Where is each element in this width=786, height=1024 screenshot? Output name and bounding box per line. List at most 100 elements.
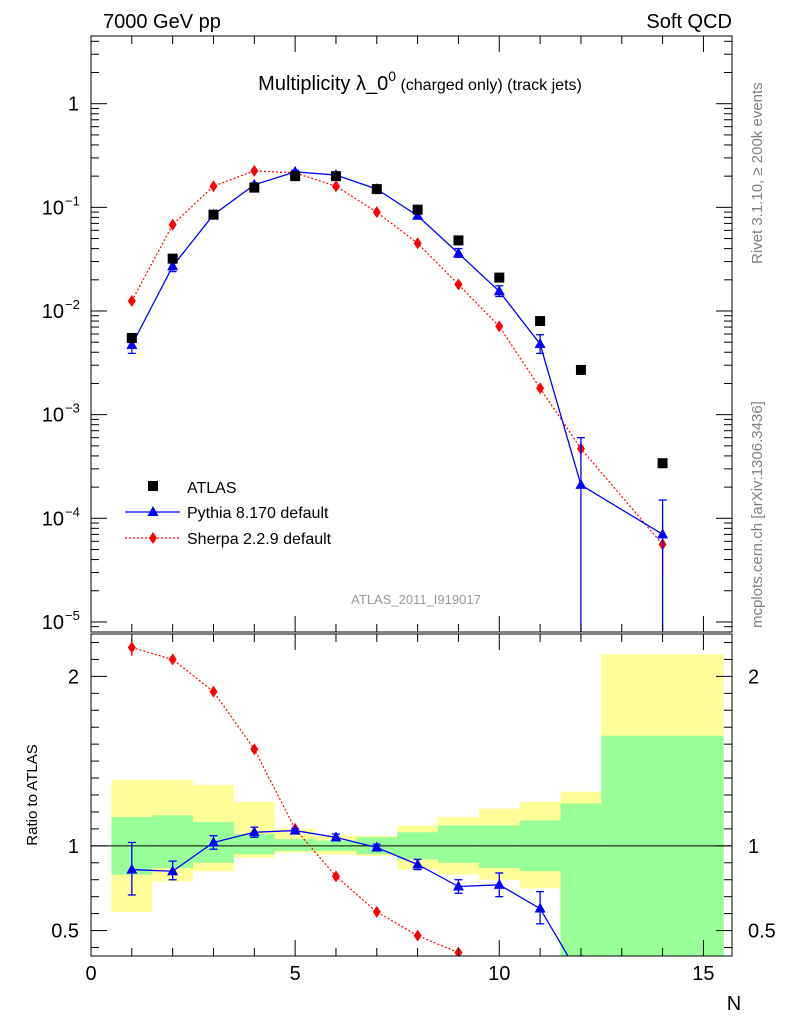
main-y-tick-label: 10 <box>42 301 64 323</box>
pythia-point <box>657 528 669 539</box>
ratio-y-tick-label-right: 1 <box>748 836 759 858</box>
ratio-sherpa-point <box>250 743 259 756</box>
ratio-inner-band <box>152 815 194 868</box>
sherpa-point <box>168 218 177 231</box>
ratio-pythia-point <box>126 863 138 874</box>
ratio-inner-band <box>274 839 316 851</box>
atlas-point <box>249 182 260 193</box>
legend-sherpa-label: Sherpa 2.2.9 default <box>187 531 332 548</box>
main-axis-ticks: 110−110−210−310−410−5 <box>42 36 732 634</box>
sherpa-point <box>495 320 504 333</box>
energy-label: 7000 GeV pp <box>103 11 221 33</box>
ratio-pythia-point <box>452 880 464 891</box>
pythia-point <box>493 285 505 296</box>
atlas-point <box>290 171 301 182</box>
ratio-y-tick-label: 1 <box>68 836 79 858</box>
ratio-pythia-point <box>207 836 219 847</box>
x-axis-label: N <box>727 993 741 1015</box>
plot-title-superscript: 0 <box>388 68 396 84</box>
atlas-point <box>167 253 178 264</box>
plot-title-suffix: (charged only) (track jets) <box>396 77 582 94</box>
ratio-inner-band <box>560 803 602 956</box>
main-y-tick-label: 10 <box>42 405 64 427</box>
atlas-point <box>575 364 586 375</box>
main-y-tick-label: 1 <box>68 94 79 116</box>
ratio-pythia-point <box>167 865 179 876</box>
main-y-tick-exponent: −4 <box>65 504 80 519</box>
ratio-sherpa-point <box>209 685 218 698</box>
ratio-pythia-line <box>131 829 569 956</box>
ratio-inner-band <box>233 833 275 855</box>
legend-atlas-label: ATLAS <box>187 480 237 497</box>
ratio-sherpa-point <box>127 641 136 654</box>
ratio-pythia-point <box>534 902 546 913</box>
sherpa-point <box>413 237 422 250</box>
plot-title: Multiplicity λ_00 (charged only) (track … <box>258 68 582 95</box>
ratio-axis-ticks: 0.5 0.5 1 1 2 2 0 5 10 15 <box>51 634 776 985</box>
sherpa-point <box>209 180 218 193</box>
pythia-point <box>126 338 138 349</box>
pythia-point <box>575 478 587 489</box>
atlas-point <box>208 209 219 220</box>
x-tick-label: 0 <box>85 963 96 985</box>
atlas-point <box>412 204 423 215</box>
main-y-tick-exponent: −5 <box>65 608 80 623</box>
ratio-sherpa-point <box>168 653 177 666</box>
legend-sherpa-marker <box>149 532 157 544</box>
side-label-mcplots: mcplots.cern.ch [arXiv:1306.3436] <box>749 401 766 628</box>
x-tick-label: 10 <box>488 963 510 985</box>
process-label: Soft QCD <box>646 11 732 33</box>
ratio-inner-band <box>438 825 479 863</box>
sherpa-point <box>250 164 259 177</box>
ratio-y-tick-label: 2 <box>68 666 79 688</box>
pythia-point <box>452 247 464 258</box>
ratio-ylabel: Ratio to ATLAS <box>24 744 41 845</box>
ratio-sherpa-point <box>372 905 381 918</box>
legend-pythia-marker <box>147 506 159 516</box>
main-y-tick-label: 10 <box>42 508 64 530</box>
ratio-y-tick-label: 0.5 <box>51 921 79 943</box>
legend-pythia-label: Pythia 8.170 default <box>187 505 329 522</box>
sherpa-point <box>454 278 463 291</box>
x-tick-label: 15 <box>692 963 714 985</box>
plot-title-main: Multiplicity λ_0 <box>258 73 388 95</box>
ratio-pythia-point <box>330 831 342 842</box>
sherpa-point <box>372 206 381 219</box>
ratio-pythia-point <box>412 858 424 869</box>
atlas-point <box>657 458 668 469</box>
ratio-y-tick-label-right: 2 <box>748 666 759 688</box>
ratio-sherpa-point <box>413 929 422 942</box>
atlas-point <box>330 171 341 182</box>
main-y-tick-label: 10 <box>42 612 64 634</box>
side-label-rivet: Rivet 3.1.10, ≥ 200k events <box>749 82 766 264</box>
sherpa-point <box>331 180 340 193</box>
pythia-point <box>412 209 424 220</box>
sherpa-point <box>127 294 136 307</box>
ratio-pythia-point <box>575 972 586 982</box>
main-y-tick-exponent: −3 <box>65 401 80 416</box>
ratio-bands <box>111 654 724 956</box>
atlas-point <box>494 272 505 283</box>
atlas-point <box>371 184 382 195</box>
main-data-layer <box>126 164 669 632</box>
atlas-point <box>535 316 546 327</box>
ratio-sherpa-point <box>331 870 340 883</box>
ratio-pythia-point <box>493 878 505 889</box>
legend-atlas-marker <box>148 481 158 491</box>
x-tick-label: 5 <box>290 963 301 985</box>
ratio-y-tick-label-right: 0.5 <box>748 921 776 943</box>
legend: ATLAS Pythia 8.170 default Sherpa 2.2.9 de… <box>125 480 332 548</box>
ratio-inner-band <box>601 735 724 956</box>
pythia-point <box>534 338 546 349</box>
sherpa-point <box>536 382 545 395</box>
ratio-pythia-point <box>371 841 383 852</box>
ratio-pythia-point <box>289 824 301 835</box>
atlas-point <box>126 332 137 343</box>
analysis-id: ATLAS_2011_I919017 <box>351 592 481 607</box>
pythia-point <box>167 260 179 271</box>
ratio-inner-band <box>478 825 520 868</box>
main-y-tick-exponent: −1 <box>65 193 80 208</box>
atlas-point <box>453 235 464 246</box>
ratio-pythia-point <box>248 826 260 837</box>
